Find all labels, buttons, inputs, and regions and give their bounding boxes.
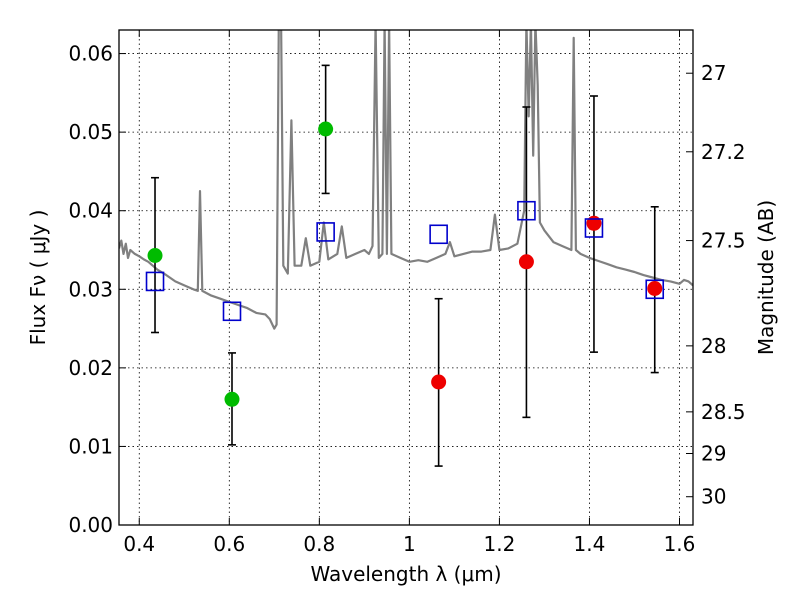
data-point-circle: [224, 391, 240, 407]
y2-tick-label: 28.5: [701, 400, 746, 424]
y-tick-label: 0.04: [68, 199, 113, 223]
data-point-square: [517, 200, 536, 221]
y-tick-label: 0.00: [68, 513, 113, 537]
y2-axis-title: Magnitude (AB): [754, 200, 778, 355]
data-point-circle: [647, 281, 663, 296]
x-tick-label: 1.4: [574, 532, 606, 556]
data-point-square: [145, 271, 165, 292]
x-tick-label: 1: [403, 532, 416, 556]
x-tick-label: 0.6: [213, 532, 245, 556]
y2-tick-label: 30: [701, 485, 726, 509]
data-points: [145, 64, 665, 467]
data-point-circle: [431, 374, 447, 390]
x-tick-label: 1.2: [484, 532, 516, 556]
y-axis-title: Flux Fν ( μJy ): [26, 210, 50, 346]
spectrum-series: [119, 30, 693, 330]
y2-tick-label: 29: [701, 442, 726, 466]
data-point-circle: [147, 248, 163, 263]
y2-tick-label: 27.5: [701, 229, 746, 253]
y2-tick-label: 27: [701, 61, 726, 85]
x-tick-label: 1.6: [664, 532, 696, 556]
data-point-square: [584, 218, 604, 238]
y-tick-label: 0.02: [68, 356, 113, 380]
y-tick-label: 0.06: [68, 42, 113, 66]
data-point-square: [645, 279, 665, 300]
plot-frame: [118, 29, 694, 526]
y2-tick-label: 27.2: [701, 140, 746, 164]
y-tick-label: 0.03: [68, 277, 113, 301]
data-point-square: [429, 224, 448, 245]
y-tick-label: 0.01: [68, 434, 113, 458]
data-point-square: [316, 222, 335, 242]
spectrum-line: [119, 30, 693, 330]
data-point-square: [222, 301, 242, 322]
data-point-circle: [318, 121, 334, 137]
data-point-circle: [518, 254, 534, 270]
y2-tick-label: 28: [701, 334, 726, 358]
y-tick-label: 0.05: [68, 120, 113, 144]
x-tick-label: 0.8: [303, 532, 335, 556]
x-axis-title: Wavelength λ (μm): [310, 562, 501, 586]
x-tick-label: 0.4: [123, 532, 155, 556]
grid-lines: [119, 30, 693, 526]
axes: 0.4 0.6 0.8 1 1.2 1.4 1.6 0.00 0.01 0.02 0.03 0.04 0…: [68, 30, 746, 556]
